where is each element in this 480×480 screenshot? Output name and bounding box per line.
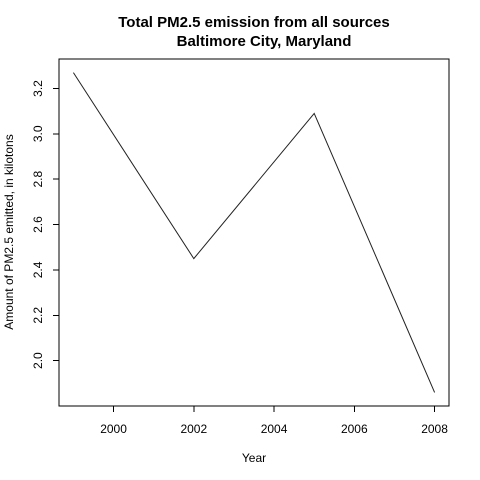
- series-group: [72, 72, 436, 393]
- y-tick-label: 3.0: [31, 125, 45, 142]
- x-tick-label: 2006: [341, 422, 368, 436]
- y-axis: 2.0 2.2 2.4 2.6 2.8 3.0 3.2: [31, 80, 60, 369]
- chart-title: Total PM2.5 emission from all sources: [118, 14, 389, 31]
- x-tick-label: 2002: [180, 422, 207, 436]
- y-tick-label: 2.2: [31, 307, 45, 324]
- y-axis-label: Amount of PM2.5 emitted, in kilotons: [2, 134, 16, 329]
- x-tick-label: 2000: [100, 422, 127, 436]
- chart-subtitle: Baltimore City, Maryland: [177, 33, 352, 50]
- y-tick-label: 2.8: [31, 171, 45, 188]
- x-tick-label: 2004: [261, 422, 288, 436]
- y-tick-label: 3.2: [31, 80, 45, 97]
- x-axis-label: Year: [242, 451, 266, 465]
- x-tick-label: 2008: [421, 422, 448, 436]
- y-tick-label: 2.4: [31, 261, 45, 278]
- plot-area: [58, 58, 450, 407]
- y-tick-label: 2.6: [31, 216, 45, 233]
- y-tick-label: 2.0: [31, 352, 45, 369]
- series-line: [72, 72, 436, 393]
- x-axis: 2000 2002 2004 2006 2008: [100, 405, 448, 436]
